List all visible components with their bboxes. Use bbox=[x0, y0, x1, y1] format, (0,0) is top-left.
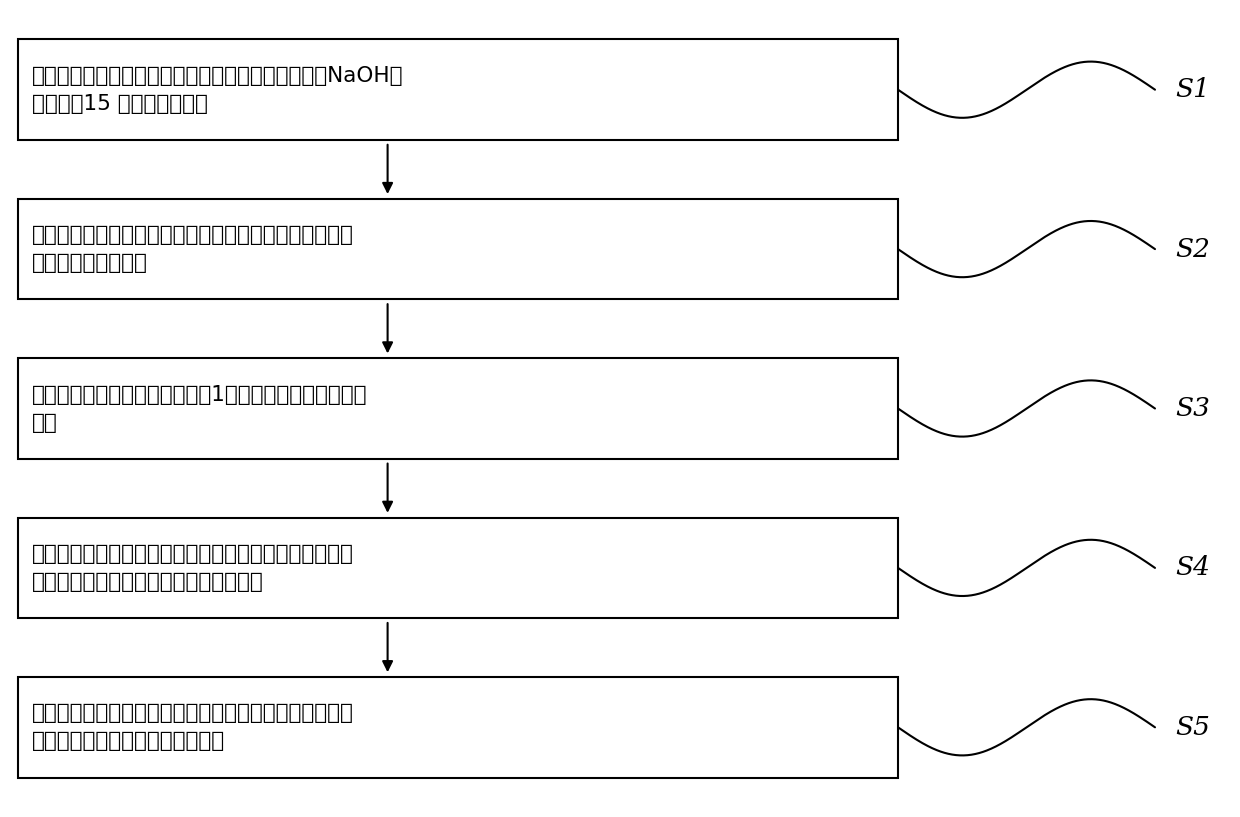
Bar bbox=[19, 359, 898, 458]
Text: 将第二步所得钒酸铋颜料前驱体溶于蒸馏水中，加入硅酸
盐和氨水，在室温下反应，得到包裹颜料: 将第二步所得钒酸铋颜料前驱体溶于蒸馏水中，加入硅酸 盐和氨水，在室温下反应，得到… bbox=[32, 544, 353, 592]
Text: S3: S3 bbox=[1176, 396, 1210, 421]
Bar bbox=[19, 199, 898, 299]
Bar bbox=[19, 518, 898, 618]
Bar bbox=[19, 677, 898, 778]
Text: 在室温下，称量偏钒酸铵固体，加入蒸馏水，再加入NaOH，
强烈搅拌15 分钟得到溶液一: 在室温下，称量偏钒酸铵固体，加入蒸馏水，再加入NaOH， 强烈搅拌15 分钟得到… bbox=[32, 65, 403, 114]
Text: S5: S5 bbox=[1176, 715, 1210, 740]
Text: S1: S1 bbox=[1176, 77, 1210, 102]
Text: 将溶液一加入到溶液中二，调拌1小时，得到钒酸铋颜料前
驱体: 将溶液一加入到溶液中二，调拌1小时，得到钒酸铋颜料前 驱体 bbox=[32, 385, 367, 432]
Text: 待反应结束后，将制得产物分别用蒸馏水、乙醇洗涤、干
燥，煅烧，粉碎后得到铋陶瓷颜料: 待反应结束后，将制得产物分别用蒸馏水、乙醇洗涤、干 燥，煅烧，粉碎后得到铋陶瓷颜… bbox=[32, 703, 353, 752]
Text: 按照与钒元素等摩尔比，称量硝酸铋固体，加入浓硝酸溶
解，得硝酸铋溶液二: 按照与钒元素等摩尔比，称量硝酸铋固体，加入浓硝酸溶 解，得硝酸铋溶液二 bbox=[32, 225, 353, 273]
Bar bbox=[19, 39, 898, 140]
Text: S2: S2 bbox=[1176, 237, 1210, 261]
Text: S4: S4 bbox=[1176, 556, 1210, 580]
